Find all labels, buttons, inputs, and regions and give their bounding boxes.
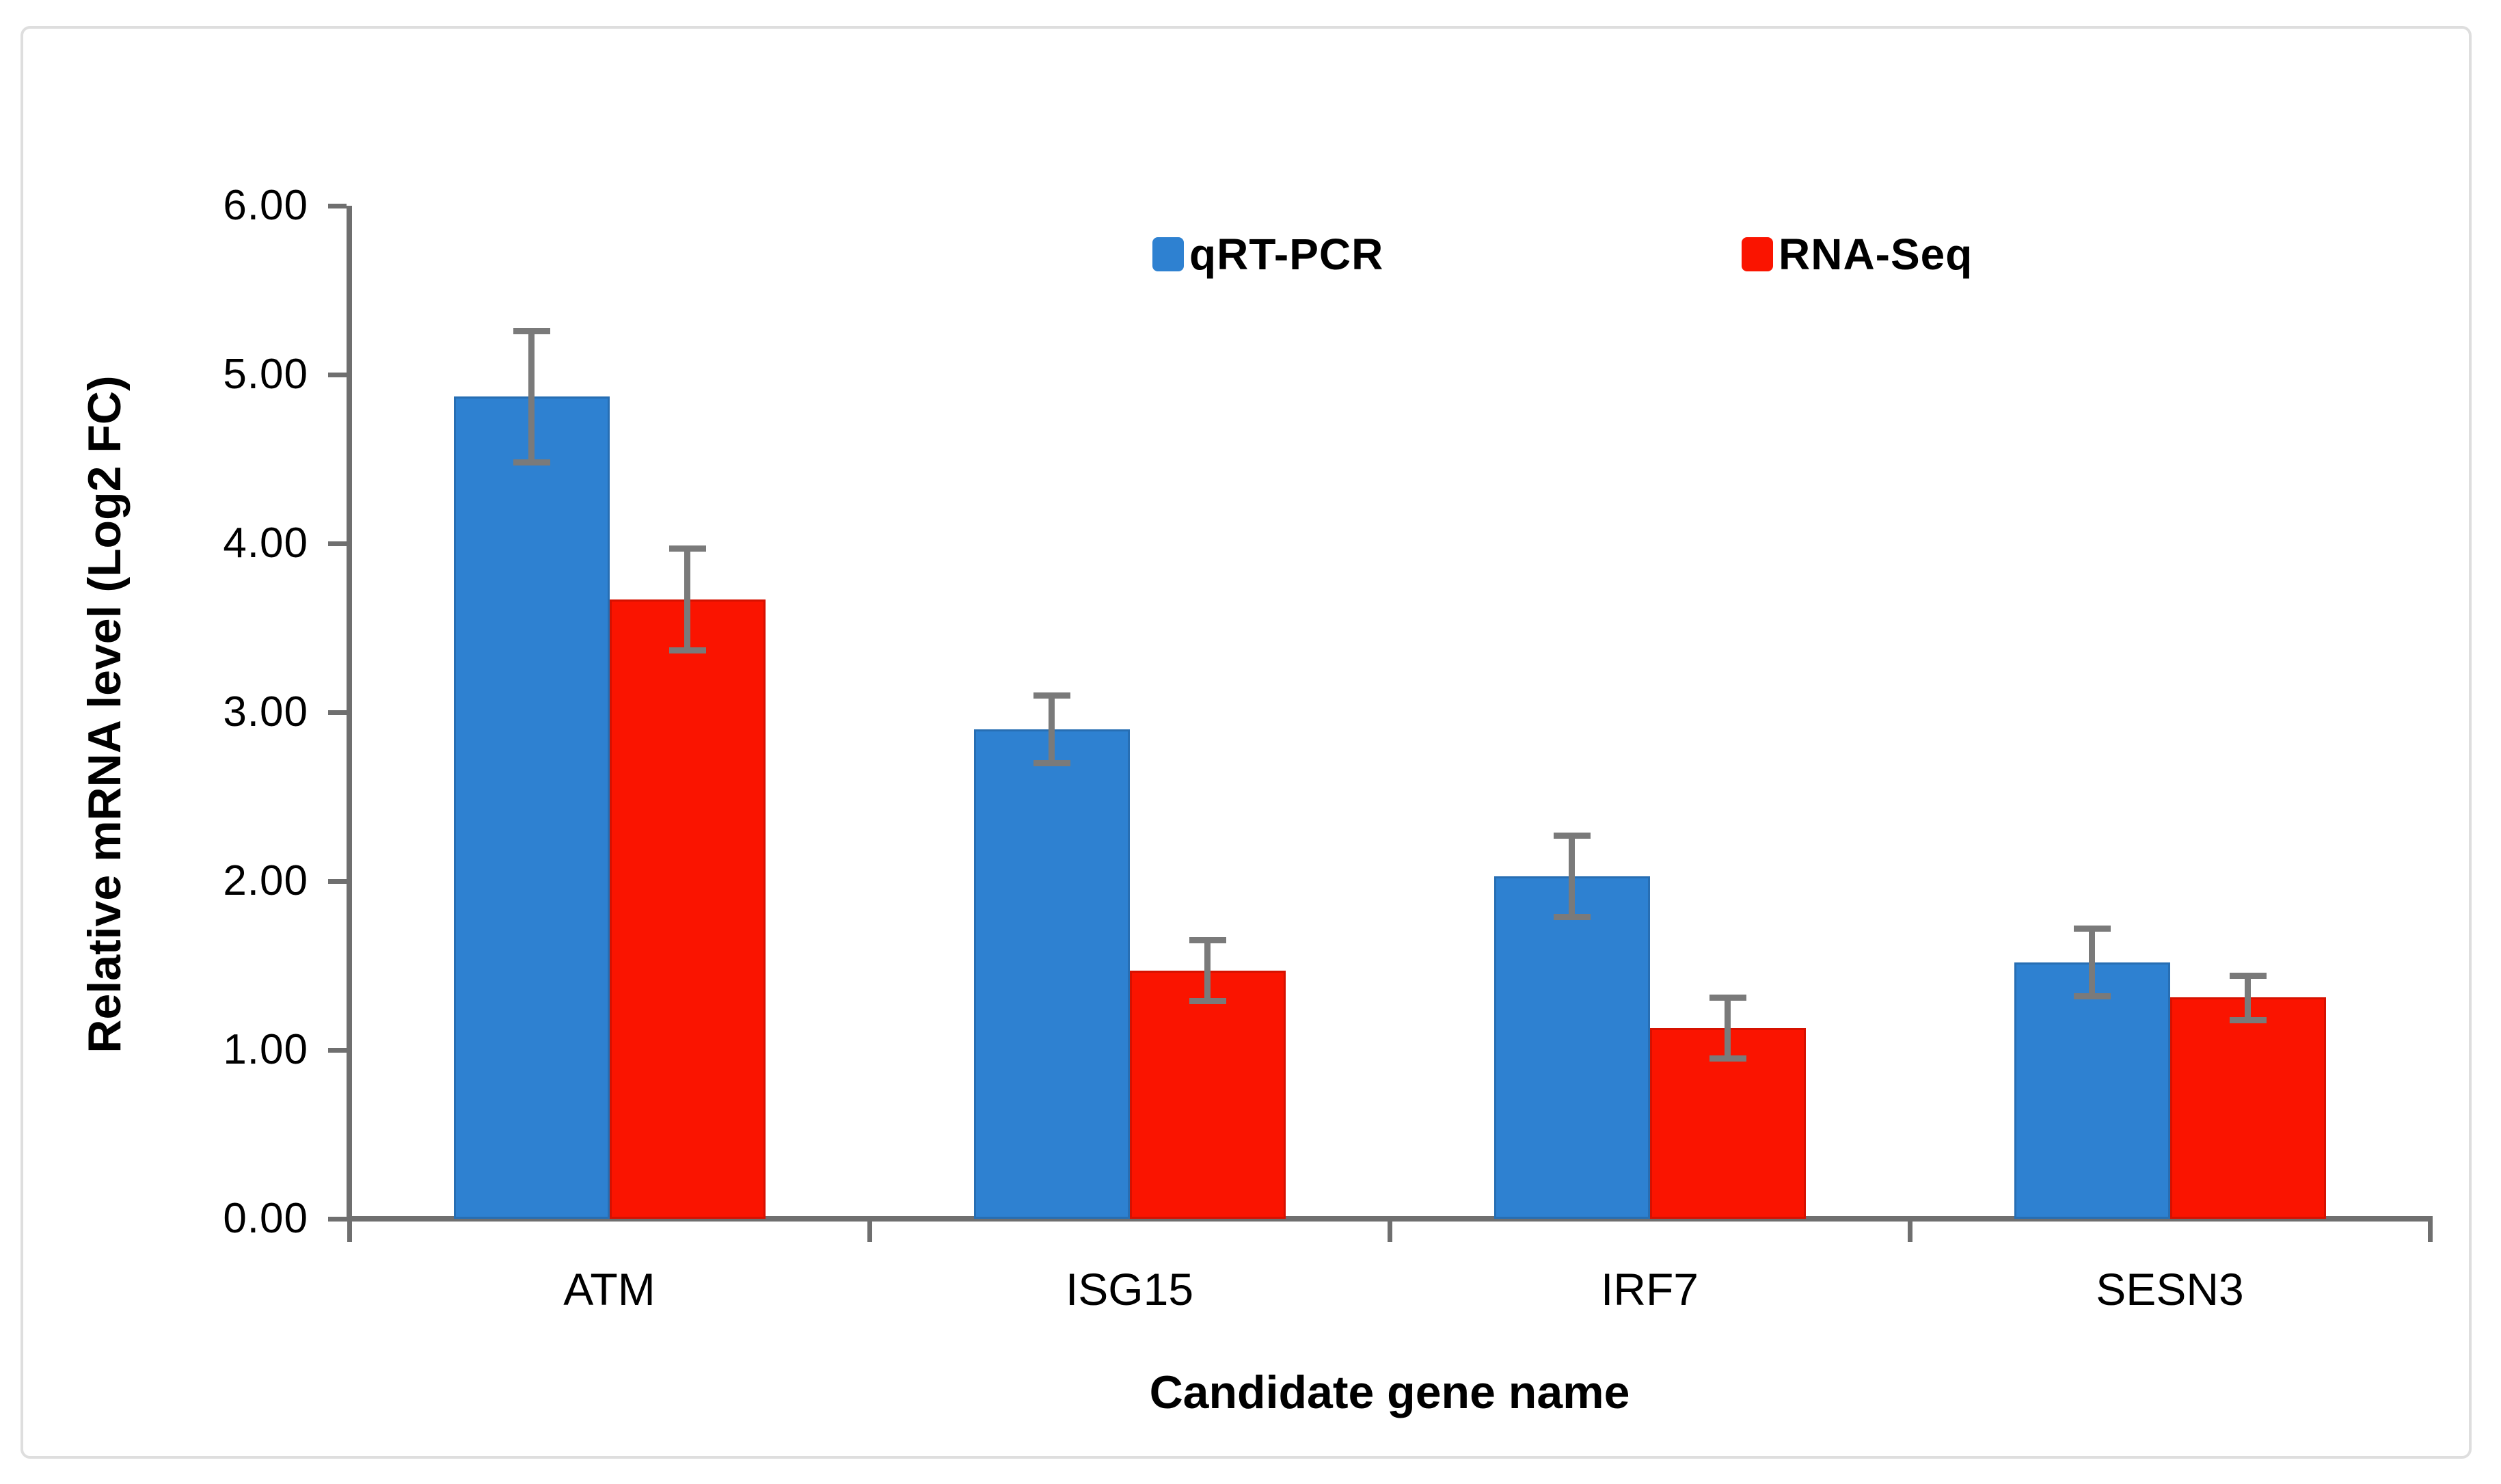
y-tick [328,541,347,546]
category-label-irf7: IRF7 [1600,1264,1699,1314]
y-tick-label: 1.00 [223,1026,308,1073]
error-cap-top [2073,926,2111,932]
y-axis-line [347,206,352,1222]
error-cap-top [1709,995,1746,1001]
category-label-atm: ATM [563,1264,655,1314]
error-cap-bottom [513,459,550,466]
y-tick-label: 3.00 [223,688,308,736]
error-whisker [1204,940,1211,1001]
error-cap-top [1553,833,1591,839]
error-cap-bottom [1709,1055,1746,1062]
x-boundary-tick [2427,1216,2433,1242]
error-cap-bottom [668,647,706,653]
legend-item-qrt-pcr: qRT-PCR [1152,227,1383,282]
legend-label-qrt-pcr: qRT-PCR [1189,230,1384,279]
error-cap-top [1189,937,1226,944]
x-boundary-tick [347,1216,352,1242]
bar-qrt-pcr-irf7 [1493,876,1650,1219]
bar-qrt-pcr-sesn3 [2014,962,2170,1219]
y-tick [328,373,347,377]
legend: qRT-PCR RNA-Seq [0,227,2501,282]
y-tick [328,204,347,208]
x-boundary-tick [1907,1216,1912,1242]
y-tick-label: 4.00 [223,520,308,567]
y-tick-label: 5.00 [223,351,308,398]
y-tick-label: 2.00 [223,857,308,904]
error-whisker [684,548,690,650]
error-whisker [2245,975,2251,1020]
error-whisker [2089,928,2095,996]
error-whisker [1725,997,1731,1059]
error-cap-bottom [2073,993,2111,999]
bar-rna-seq-isg15 [1129,970,1286,1219]
legend-swatch-rna-seq [1742,237,1773,271]
y-tick [328,710,347,715]
category-label-sesn3: SESN3 [2096,1264,2244,1314]
legend-swatch-qrt-pcr [1152,237,1184,271]
y-tick [328,879,347,884]
error-whisker [1569,835,1575,917]
error-cap-bottom [1189,998,1226,1005]
category-label-isg15: ISG15 [1065,1264,1194,1314]
bar-qrt-pcr-isg15 [973,729,1130,1219]
error-whisker [528,330,535,463]
error-whisker [1049,695,1055,764]
y-axis-title: Relative mRNA level (Log2 FC) [79,375,131,1053]
bar-qrt-pcr-atm [453,396,610,1219]
x-axis-title: Candidate gene name [1149,1366,1630,1418]
legend-label-rna-seq: RNA-Seq [1779,230,1973,279]
error-cap-bottom [1553,913,1591,920]
error-cap-top [668,545,706,552]
y-tick-label: 0.00 [223,1195,308,1242]
bar-rna-seq-atm [609,599,766,1219]
y-tick-label: 6.00 [223,182,308,229]
error-cap-bottom [1033,760,1070,767]
error-cap-bottom [2229,1016,2267,1023]
error-cap-top [1033,692,1070,699]
legend-item-rna-seq: RNA-Seq [1742,227,1973,282]
x-boundary-tick [867,1216,872,1242]
y-tick [328,1217,347,1222]
error-cap-top [2229,973,2267,980]
x-boundary-tick [1387,1216,1392,1242]
y-tick [328,1048,347,1053]
error-cap-top [513,327,550,334]
bar-rna-seq-sesn3 [2169,997,2326,1219]
